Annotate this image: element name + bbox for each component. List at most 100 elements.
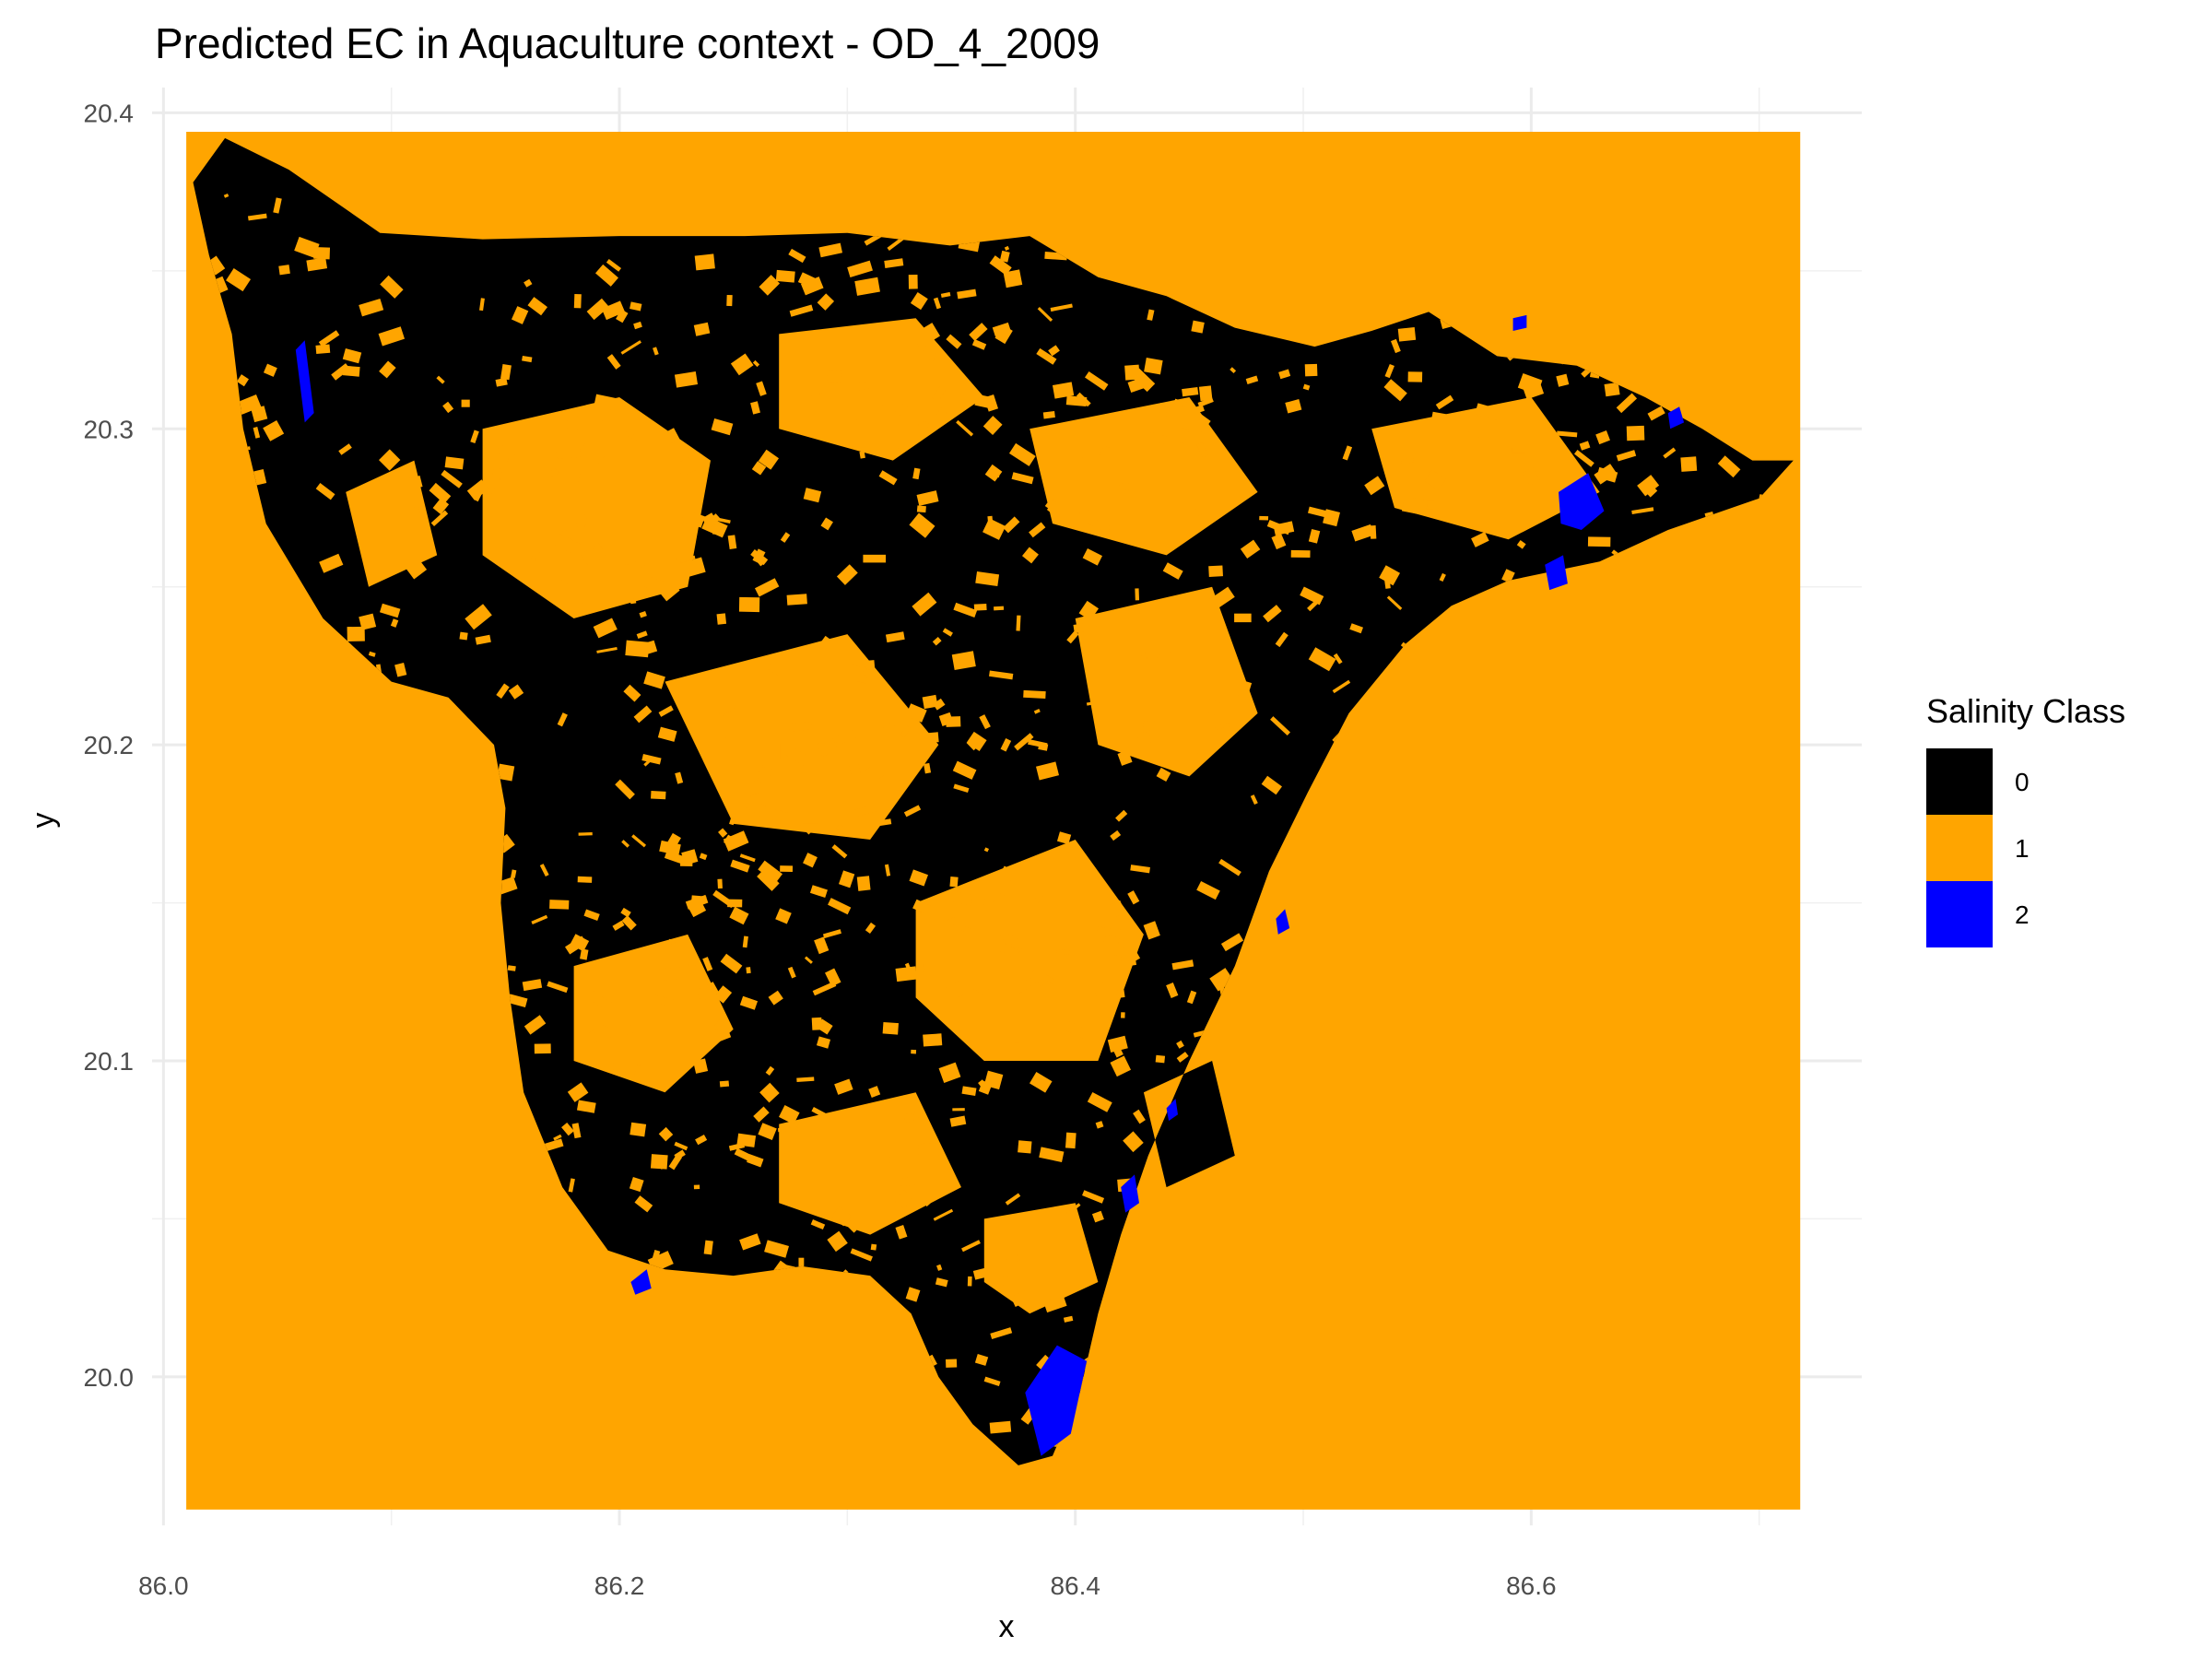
raster-cell-class-1 xyxy=(857,381,871,391)
raster-cell-class-1 xyxy=(580,948,589,960)
raster-cell-class-1 xyxy=(864,762,885,783)
raster-patch-class-2 xyxy=(630,1269,652,1295)
raster-cell-class-1 xyxy=(742,935,748,948)
raster-cell-class-1 xyxy=(701,512,718,529)
raster-cell-class-1 xyxy=(342,347,362,364)
raster-cell-class-1 xyxy=(629,301,642,312)
raster-cell-class-1 xyxy=(877,404,884,416)
legend-label-0: 0 xyxy=(2015,768,2030,796)
raster-cell-class-1 xyxy=(775,908,792,924)
raster-cell-class-1 xyxy=(695,982,720,1003)
raster-cell-class-1 xyxy=(1263,605,1282,623)
raster-cell-class-1 xyxy=(1522,466,1540,486)
raster-cell-class-1 xyxy=(1123,1131,1144,1153)
raster-cell-class-1 xyxy=(903,755,919,771)
raster-cell-class-1 xyxy=(727,535,737,549)
raster-cell-class-1 xyxy=(730,859,750,873)
raster-cell-class-1 xyxy=(1391,338,1401,354)
raster-cell-class-1 xyxy=(953,602,978,618)
raster-patch-class-2 xyxy=(1545,555,1568,591)
raster-cell-class-1 xyxy=(588,991,614,1012)
raster-cell-class-1 xyxy=(828,898,852,915)
raster-cell-class-1 xyxy=(441,469,463,488)
raster-cell-class-1 xyxy=(253,427,261,439)
raster-cell-class-1 xyxy=(1240,539,1261,559)
raster-cell-class-1 xyxy=(758,1123,777,1140)
raster-cell-class-1 xyxy=(315,483,335,500)
raster-cell-class-1 xyxy=(701,681,715,691)
raster-cell-class-1 xyxy=(866,660,876,670)
raster-cell-class-1 xyxy=(1300,586,1324,606)
raster-cell-class-1 xyxy=(664,850,686,865)
raster-cell-class-1 xyxy=(1048,345,1060,357)
raster-cell-class-1 xyxy=(693,1184,700,1190)
raster-cell-class-1 xyxy=(1516,539,1526,549)
raster-cell-class-1 xyxy=(1431,411,1447,420)
raster-cell-class-1 xyxy=(444,456,465,470)
raster-patch-class-2 xyxy=(1276,909,1290,935)
raster-cell-class-1 xyxy=(933,698,946,711)
raster-cell-class-1 xyxy=(594,1023,614,1038)
raster-cell-class-1 xyxy=(1250,794,1258,806)
raster-cell-class-1 xyxy=(1166,982,1179,998)
raster-cell-class-1 xyxy=(1023,689,1046,699)
raster-cell-class-1 xyxy=(1199,697,1220,715)
raster-cell-class-1 xyxy=(982,416,1003,436)
raster-cell-class-1 xyxy=(739,995,759,1010)
raster-cell-class-1 xyxy=(639,1063,645,1069)
raster-cell-class-1 xyxy=(905,703,927,723)
raster-cell-class-1 xyxy=(878,818,892,827)
raster-cell-class-1 xyxy=(969,323,988,341)
raster-cell-class-1 xyxy=(1556,430,1578,438)
legend-entries: 0 1 2 xyxy=(1926,748,2030,947)
raster-cell-class-1 xyxy=(759,275,781,296)
raster-cell-class-1 xyxy=(1155,1054,1166,1064)
raster-cell-class-1 xyxy=(594,264,618,287)
raster-cell-class-1 xyxy=(1127,377,1146,393)
raster-cell-class-1 xyxy=(804,956,813,964)
raster-cell-class-1 xyxy=(1186,990,1197,1005)
raster-cell-class-1 xyxy=(620,340,641,355)
raster-cell-class-1 xyxy=(1176,1040,1184,1049)
raster-cell-class-1 xyxy=(900,725,912,738)
raster-cell-class-1 xyxy=(878,470,898,486)
raster-cell-class-1 xyxy=(1063,1315,1074,1323)
raster-cell-class-1 xyxy=(952,760,977,780)
raster-cell-class-1 xyxy=(921,344,938,361)
raster-cell-class-1 xyxy=(561,1122,574,1136)
raster-cell-class-1 xyxy=(1196,881,1220,900)
raster-cell-class-1 xyxy=(620,907,631,918)
raster-cell-class-1 xyxy=(822,929,841,939)
raster-cell-class-1 xyxy=(1018,1140,1032,1154)
raster-cell-class-1 xyxy=(827,1230,848,1253)
raster-cell-class-1 xyxy=(576,1100,596,1113)
raster-cell-class-1 xyxy=(780,865,794,873)
raster-cell-class-1 xyxy=(466,479,489,500)
raster-cell-class-1 xyxy=(606,258,622,272)
raster-cell-class-1 xyxy=(539,864,549,877)
raster-cell-class-1 xyxy=(780,532,791,543)
raster-cell-class-1 xyxy=(1271,533,1287,550)
x-tick-label: 86.6 xyxy=(1506,1571,1557,1600)
raster-cell-class-1 xyxy=(1178,428,1190,444)
raster-cell-class-1 xyxy=(702,957,713,971)
raster-cell-class-1 xyxy=(1115,989,1125,999)
raster-cell-class-1 xyxy=(1110,1055,1132,1077)
raster-cell-class-1 xyxy=(1196,441,1209,458)
raster-cell-class-1 xyxy=(946,916,958,927)
raster-cell-class-1 xyxy=(1091,1210,1104,1223)
raster-cell-class-1 xyxy=(859,663,871,678)
raster-cell-class-1 xyxy=(591,401,611,421)
raster-cell-class-1 xyxy=(511,306,529,324)
raster-cell-class-1 xyxy=(665,832,681,850)
raster-cell-class-1 xyxy=(1218,858,1241,877)
raster-cell-class-1 xyxy=(436,375,445,384)
raster-cell-class-1 xyxy=(430,510,449,527)
y-tick-label: 20.4 xyxy=(84,99,135,127)
raster-cell-class-1 xyxy=(573,294,582,309)
raster-cell-class-1 xyxy=(788,248,806,264)
raster-cell-class-1 xyxy=(567,1082,589,1102)
raster-cell-class-1 xyxy=(723,830,749,852)
raster-cell-class-1 xyxy=(1030,1071,1053,1093)
raster-cell-class-1 xyxy=(827,370,842,383)
